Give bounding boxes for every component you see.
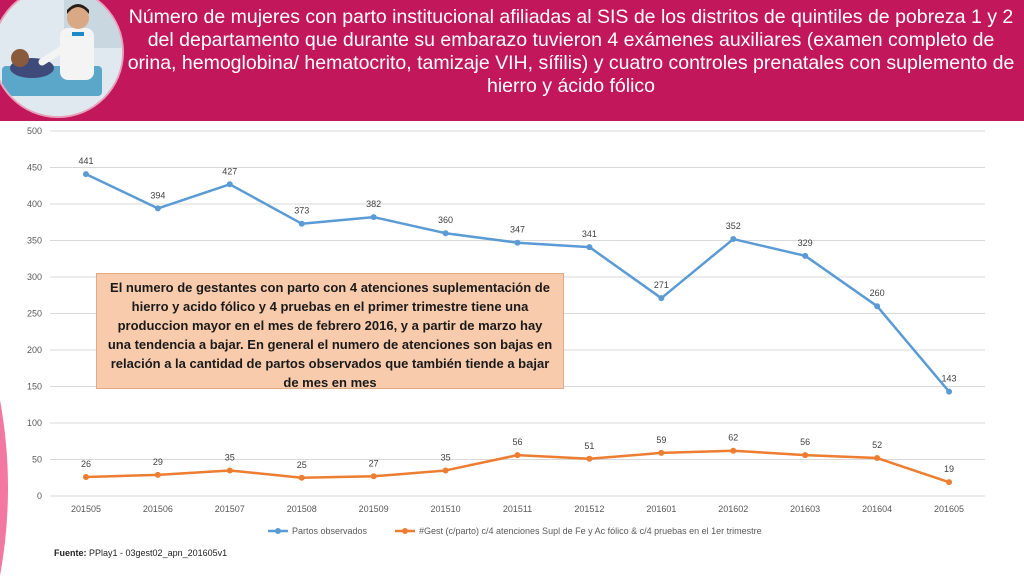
y-tick-label: 50 [32, 455, 42, 465]
data-point [298, 220, 305, 227]
data-label: 29 [153, 457, 163, 467]
source-footer: Fuente: PPlay1 - 03gest02_apn_201605v1 [54, 548, 227, 558]
data-label: 27 [369, 458, 379, 468]
y-tick-label: 500 [27, 126, 42, 136]
x-tick-label: 201508 [287, 504, 317, 514]
x-tick-label: 201603 [790, 504, 820, 514]
doctor-patient-photo [0, 0, 122, 116]
line-chart: 0 50 100 150 200 250 300 350 400 450 500 201505 2015… [27, 126, 985, 536]
data-point [226, 181, 233, 188]
data-point [946, 479, 953, 486]
data-point [82, 171, 89, 178]
data-label: 382 [366, 199, 381, 209]
data-point [658, 449, 665, 456]
data-label: 35 [225, 452, 235, 462]
decorative-left-arc [0, 400, 8, 576]
data-point [946, 388, 953, 395]
data-label: 56 [512, 437, 522, 447]
data-point [586, 244, 593, 251]
data-point [658, 295, 665, 302]
legend-marker [275, 528, 281, 534]
legend-marker [402, 528, 408, 534]
data-label: 347 [510, 225, 525, 235]
data-point [370, 473, 377, 480]
data-point [802, 252, 809, 259]
data-point [370, 214, 377, 221]
data-label: 427 [222, 166, 237, 176]
data-point [874, 455, 881, 462]
data-point [586, 455, 593, 462]
x-tick-label: 201604 [862, 504, 892, 514]
data-label: 373 [294, 206, 309, 216]
data-point [154, 205, 161, 212]
y-tick-label: 200 [27, 345, 42, 355]
data-point [226, 467, 233, 474]
data-label: 360 [438, 215, 453, 225]
data-label: 352 [726, 221, 741, 231]
header-banner: Número de mujeres con parto instituciona… [0, 0, 1024, 121]
x-tick-label: 201602 [718, 504, 748, 514]
x-tick-label: 201510 [431, 504, 461, 514]
data-point [874, 303, 881, 310]
annotation-box: El numero de gestantes con parto con 4 a… [96, 273, 564, 390]
y-tick-label: 150 [27, 382, 42, 392]
data-point [730, 236, 737, 243]
x-tick-label: 201605 [934, 504, 964, 514]
x-tick-label: 201509 [359, 504, 389, 514]
data-point [298, 474, 305, 481]
data-label: 52 [872, 440, 882, 450]
x-tick-label: 201505 [71, 504, 101, 514]
data-point [514, 239, 521, 246]
footer-label: Fuente: [54, 548, 87, 558]
data-point [442, 230, 449, 237]
data-label: 329 [798, 238, 813, 248]
data-point [514, 452, 521, 459]
data-point [730, 447, 737, 454]
y-tick-label: 300 [27, 272, 42, 282]
x-tick-label: 201511 [503, 504, 532, 514]
x-tick-label: 201507 [215, 504, 245, 514]
data-label: 62 [728, 433, 738, 443]
doctor-patient-illustration [0, 0, 122, 116]
data-point [82, 474, 89, 481]
data-label: 394 [150, 190, 165, 200]
legend-entry: #Gest (c/parto) c/4 atenciones Supl de F… [419, 526, 762, 536]
data-label: 143 [942, 374, 957, 384]
y-tick-label: 100 [27, 418, 42, 428]
data-label: 26 [81, 459, 91, 469]
data-label: 441 [78, 156, 93, 166]
data-label: 59 [656, 435, 666, 445]
data-label: 271 [654, 280, 669, 290]
data-label: 56 [800, 437, 810, 447]
x-tick-label: 201601 [646, 504, 676, 514]
footer-source: PPlay1 - 03gest02_apn_201605v1 [89, 548, 228, 558]
data-label: 260 [870, 288, 885, 298]
y-tick-label: 400 [27, 199, 42, 209]
y-tick-label: 350 [27, 236, 42, 246]
data-label: 25 [297, 460, 307, 470]
data-label: 19 [944, 464, 954, 474]
data-point [802, 452, 809, 459]
data-point [442, 467, 449, 474]
data-label: 51 [584, 441, 594, 451]
legend-entry: Partos observados [292, 526, 368, 536]
x-tick-label: 201512 [574, 504, 604, 514]
page-title: Número de mujeres con parto instituciona… [127, 6, 1015, 97]
data-label: 341 [582, 229, 597, 239]
data-label: 35 [441, 452, 451, 462]
y-tick-label: 450 [27, 163, 42, 173]
y-tick-label: 250 [27, 309, 42, 319]
x-tick-label: 201506 [143, 504, 173, 514]
y-tick-label: 0 [37, 491, 42, 501]
data-point [154, 471, 161, 478]
